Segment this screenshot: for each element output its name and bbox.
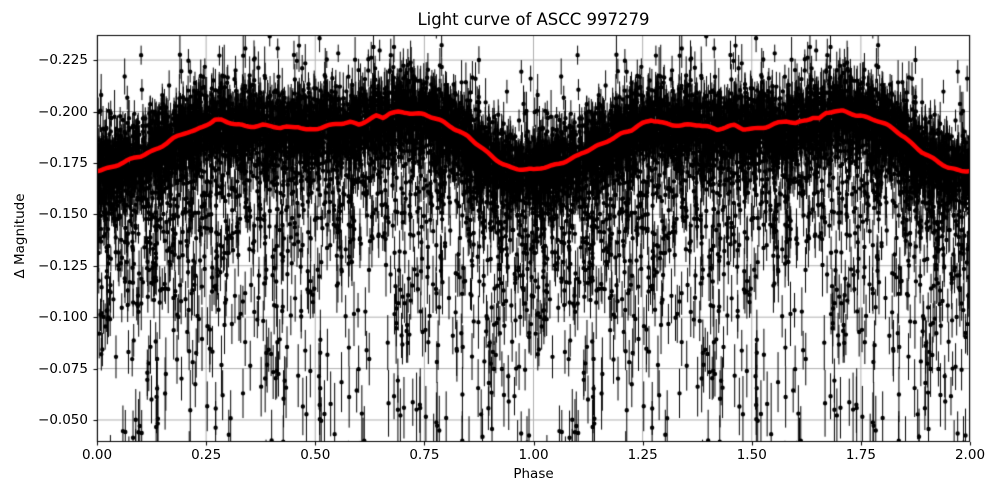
x-axis-label: Phase bbox=[513, 466, 554, 482]
x-tick-label: 1.50 bbox=[736, 447, 767, 463]
y-tick-label: −0.075 bbox=[38, 360, 88, 377]
x-tick-label: 1.00 bbox=[518, 447, 549, 463]
y-tick-label: −0.100 bbox=[38, 309, 88, 326]
y-tick-label: −0.225 bbox=[38, 52, 88, 69]
y-axis-label: Δ Magnitude bbox=[12, 193, 28, 279]
x-tick-label: 0.50 bbox=[300, 447, 331, 463]
y-tick-label: −0.050 bbox=[38, 411, 88, 428]
x-tick-label: 1.25 bbox=[627, 447, 658, 463]
x-tick-label: 2.00 bbox=[954, 447, 986, 463]
y-tick-label: −0.125 bbox=[38, 257, 88, 274]
y-tick-label: −0.175 bbox=[38, 154, 88, 171]
x-tick-label: 0.00 bbox=[81, 447, 113, 463]
chart-title: Light curve of ASCC 997279 bbox=[417, 10, 650, 29]
x-tick-label: 0.75 bbox=[409, 447, 440, 463]
x-tick-label: 1.75 bbox=[845, 447, 876, 463]
x-tick-label: 0.25 bbox=[191, 447, 222, 463]
y-tick-label: −0.150 bbox=[38, 206, 88, 223]
y-tick-label: −0.200 bbox=[38, 103, 88, 120]
